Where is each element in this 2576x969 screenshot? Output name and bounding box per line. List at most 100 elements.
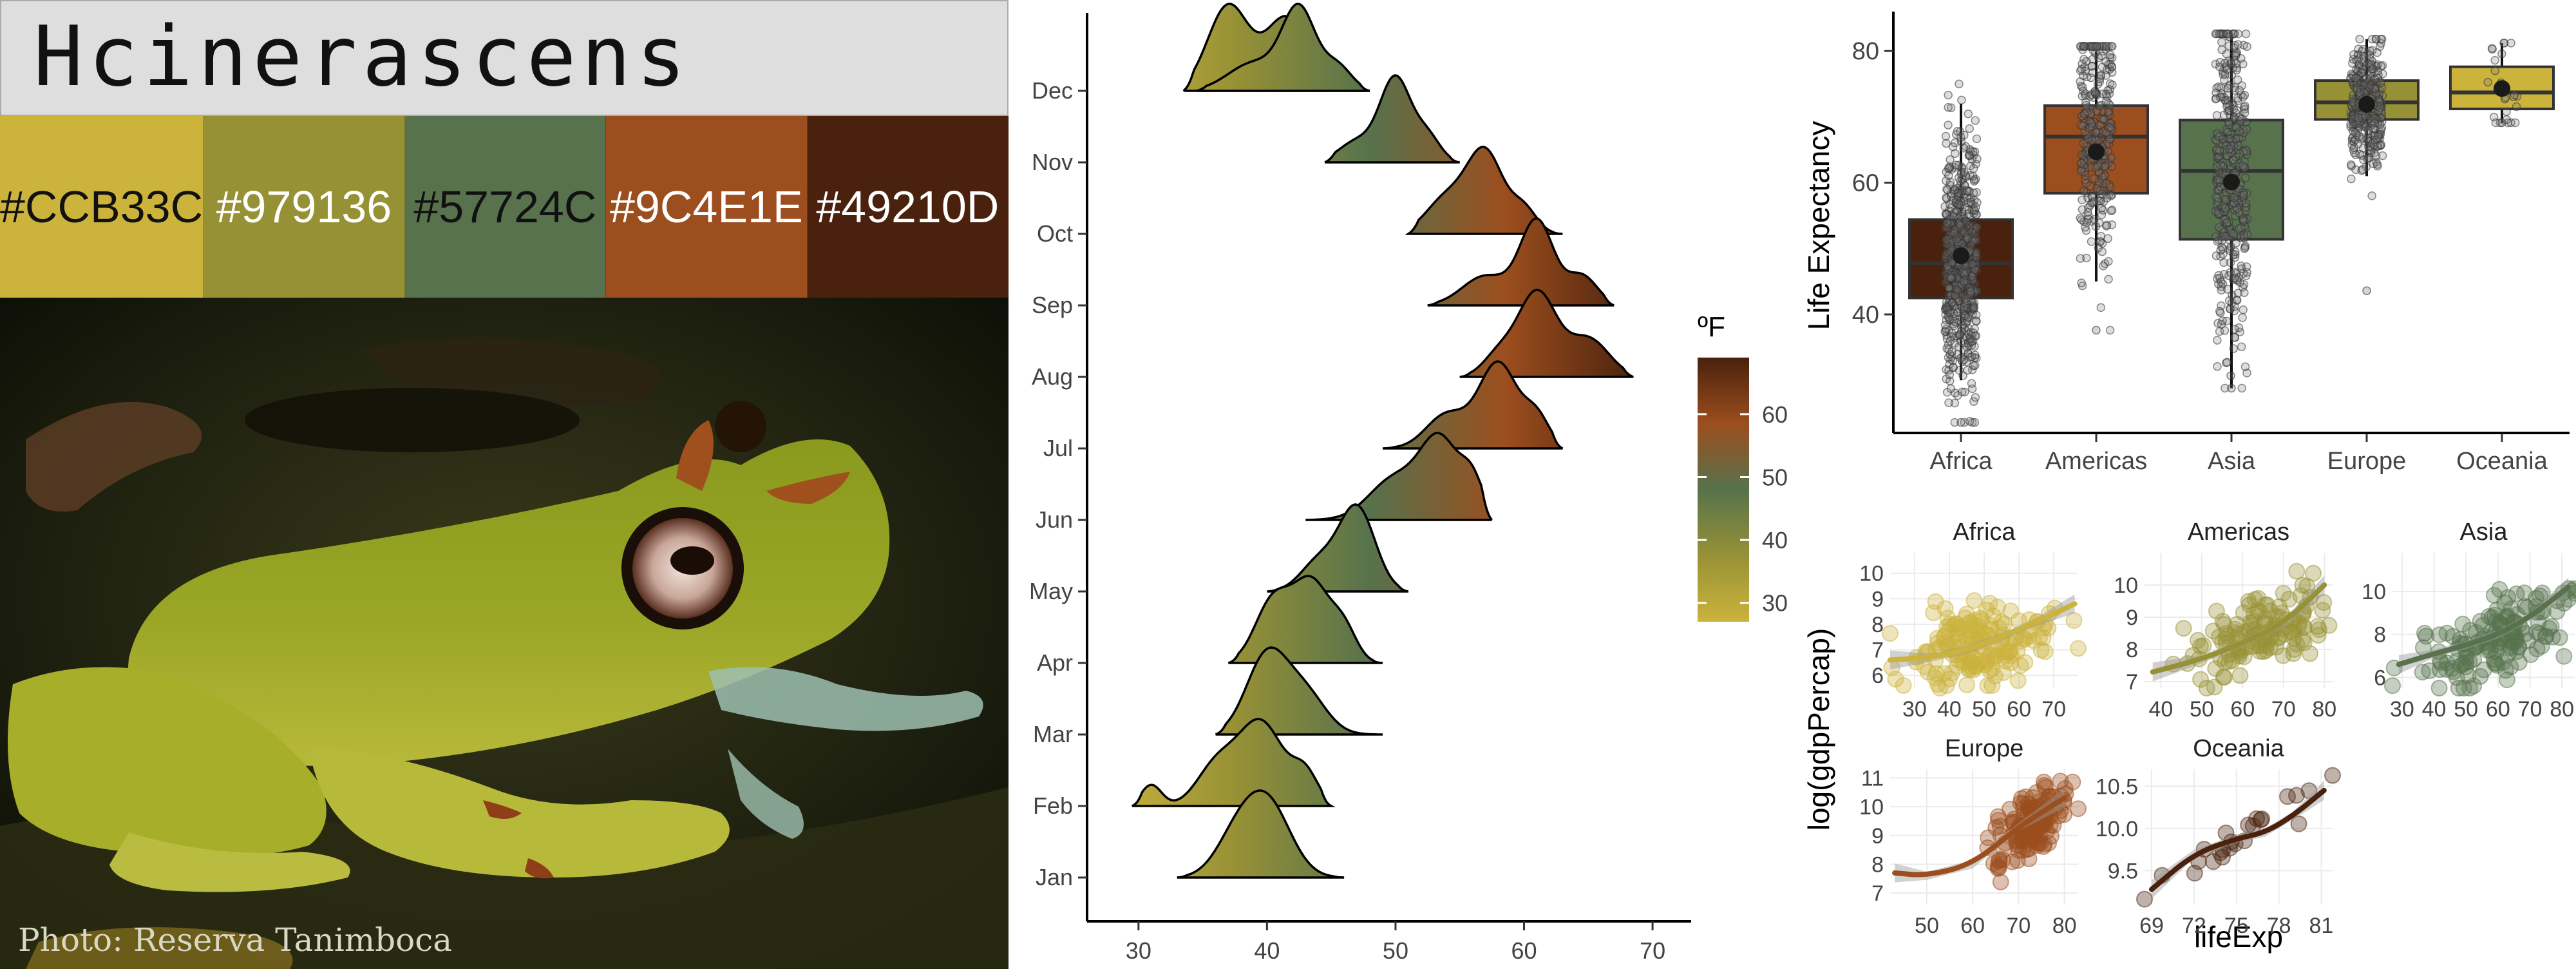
box-point	[2101, 90, 2111, 99]
facet-x-tick-label: 70	[2041, 697, 2066, 722]
life-expectancy-boxplot: Life Expectancy Africa Americas Asia Europe O…	[1803, 12, 2570, 475]
facet-point	[2516, 598, 2533, 615]
box-point	[2086, 200, 2095, 210]
box-point	[1950, 398, 1960, 408]
box-point	[2241, 198, 2251, 208]
box-mean	[2223, 173, 2240, 191]
box-point	[2221, 232, 2231, 242]
box-point	[2087, 135, 2096, 145]
facet-point	[2070, 640, 2087, 657]
facet-smooth-band	[1890, 594, 2075, 670]
box-group-asia	[2179, 29, 2284, 393]
box-point	[1946, 155, 1955, 164]
facet-point	[2494, 654, 2512, 671]
facet-point	[2472, 667, 2489, 685]
box-point	[2088, 192, 2098, 201]
box-point	[2105, 325, 2115, 335]
box-point	[1944, 120, 1953, 130]
box-point	[2230, 273, 2240, 283]
facet-point	[2458, 649, 2475, 667]
box-point	[2240, 362, 2250, 371]
box-point	[1959, 197, 1968, 206]
box-point	[2375, 42, 2385, 51]
facet-y-tick-label: 10	[2362, 580, 2386, 604]
box-point	[1953, 286, 1962, 295]
box-point	[2214, 271, 2223, 280]
facet-point	[2037, 778, 2054, 796]
box-point	[2354, 44, 2363, 53]
facet-point	[2292, 587, 2309, 604]
box-point	[2351, 73, 2361, 82]
facet-point	[2295, 619, 2313, 636]
box-point	[2230, 332, 2239, 342]
facet-point	[2002, 654, 2020, 671]
facet-x-tick-label: 50	[2190, 697, 2214, 722]
box-point	[2107, 62, 2117, 72]
box-point	[1942, 235, 1951, 244]
box-point	[2103, 147, 2113, 156]
legend-title: ºF	[1698, 311, 1725, 343]
box-point	[1964, 150, 1974, 159]
box-point	[1951, 291, 1960, 300]
box-point	[2370, 75, 2380, 84]
box-point	[1955, 160, 1964, 170]
box-point	[1949, 321, 1958, 331]
box-point	[2092, 325, 2101, 335]
box-point	[2358, 64, 2367, 74]
box-point	[2235, 127, 2244, 136]
box-point	[2506, 39, 2515, 48]
legend-colorbar	[1698, 358, 1749, 622]
box-mean	[1953, 247, 1969, 265]
box-point	[1942, 139, 1951, 148]
ridge-y-tick-label: May	[1029, 578, 1073, 604]
box-point	[2211, 193, 2221, 202]
box-point	[2359, 155, 2368, 164]
box-point	[1948, 142, 1958, 151]
box-point	[2237, 383, 2246, 393]
box-point	[1959, 302, 1969, 312]
facet-y-tick-label: 9	[1871, 587, 1884, 611]
box-point	[2102, 220, 2112, 229]
facet-point	[1990, 859, 2007, 876]
box-point	[1946, 336, 1955, 345]
box-point	[1970, 331, 1980, 341]
box-point	[2087, 237, 2096, 246]
box-point	[2101, 57, 2110, 66]
box-point	[2090, 88, 2099, 97]
box-point	[2082, 107, 2092, 117]
box-point	[1971, 393, 1980, 402]
facet-point	[1958, 676, 1976, 693]
facet-y-tick-label: 8	[2374, 623, 2386, 648]
facet-point	[2320, 617, 2338, 634]
box-point	[2104, 274, 2113, 284]
box-point	[2242, 262, 2251, 271]
box-point	[2229, 229, 2238, 238]
box-point	[2230, 325, 2239, 334]
box-point	[2497, 49, 2506, 59]
box-point	[2367, 59, 2376, 69]
swatch-1: #CCB33C	[0, 116, 204, 298]
box-point	[2213, 197, 2222, 206]
box-point	[1970, 417, 1980, 427]
box-point	[1951, 235, 1961, 244]
facet-point	[2014, 795, 2032, 812]
facet-point	[1992, 873, 2009, 890]
box-point	[2076, 213, 2085, 223]
box-point	[1946, 103, 1956, 113]
box-mean	[2494, 80, 2510, 97]
box-point	[2220, 326, 2230, 335]
facet-point	[2175, 620, 2192, 637]
box-point	[2215, 182, 2225, 191]
box-y-tick-label: 40	[1852, 302, 1879, 329]
temperature-ridgeline-chart: Jan Feb Mar Apr May Jun Jul Aug Sep Oct Nov Dec 30 40…	[1029, 3, 1788, 964]
box-point	[2365, 83, 2374, 92]
box-point	[2079, 186, 2088, 196]
box-point	[2079, 139, 2088, 148]
facet-smooth-band	[2152, 575, 2325, 682]
facet-point	[2544, 628, 2561, 646]
box-point	[2077, 158, 2086, 168]
box-point	[1967, 260, 1977, 269]
ridge-y-tick-label: Aug	[1032, 363, 1073, 390]
box-point	[2233, 40, 2243, 49]
facet-y-tick-label: 9.5	[2108, 859, 2138, 884]
